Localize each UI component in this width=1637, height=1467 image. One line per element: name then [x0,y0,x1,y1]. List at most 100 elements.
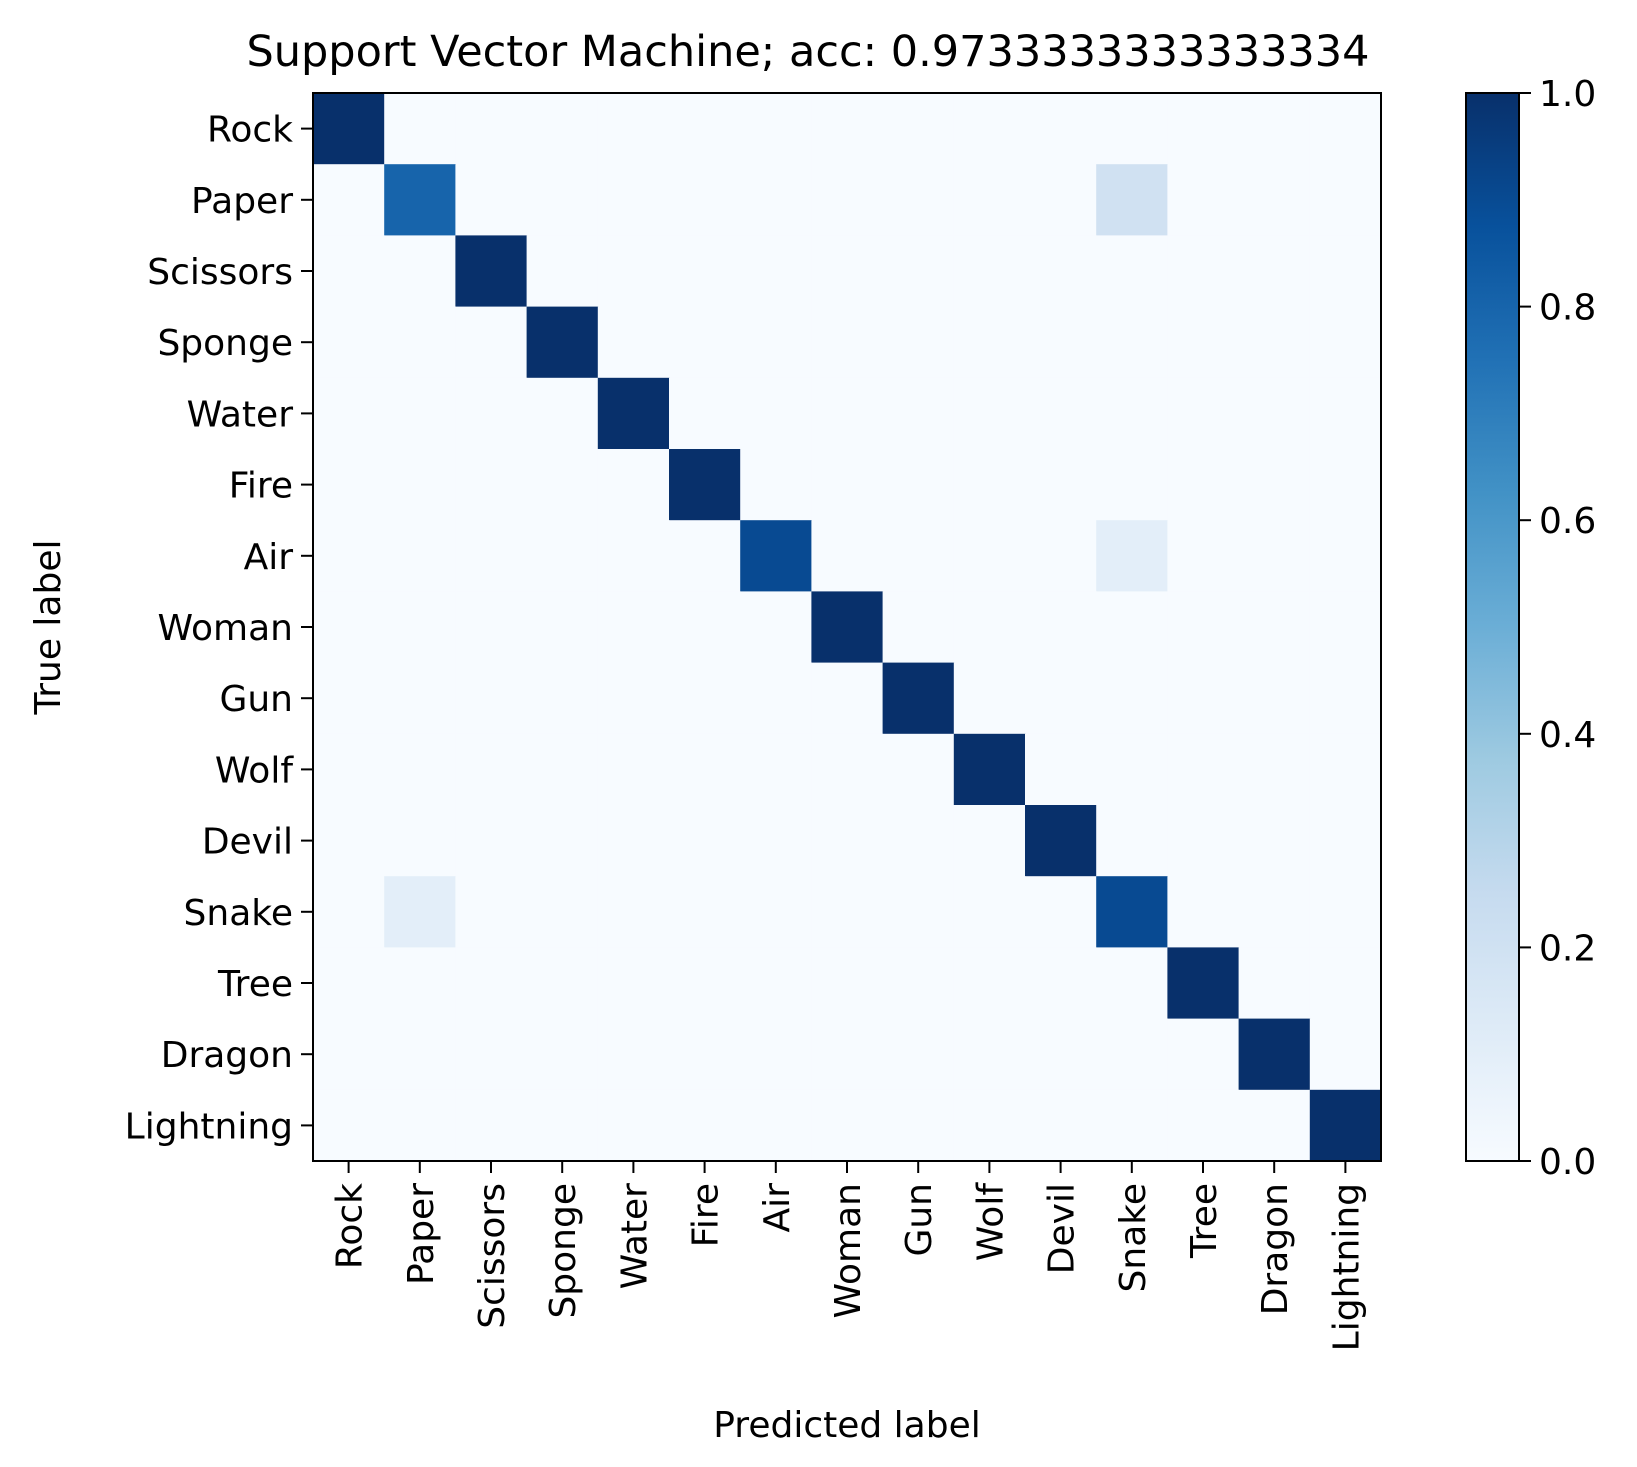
heatmap-cell [1309,520,1382,592]
heatmap-cell [455,93,528,165]
heatmap-cell [1238,164,1311,236]
heatmap-cell [1096,805,1168,877]
heatmap-cell [1025,164,1097,236]
heatmap-cell [455,662,528,735]
y-tick-label: Sponge [157,323,293,364]
heatmap-cell [740,1089,812,1162]
heatmap-cell [455,377,528,450]
heatmap-cell [811,591,884,664]
heatmap-cell [1167,164,1240,236]
heatmap-cell [1309,449,1382,521]
heatmap-cell [1025,1089,1097,1162]
x-tick-label: Paper [401,1183,442,1285]
heatmap-cell [1025,805,1097,877]
heatmap-cell [882,733,955,806]
colorbar-tick-label: 0.0 [1539,1142,1596,1183]
heatmap-cell [811,805,884,877]
heatmap-cell [669,947,741,1020]
heatmap-cell [455,1018,528,1091]
heatmap-cell [384,93,456,165]
heatmap-cell [1309,306,1382,379]
heatmap-cell [811,662,884,735]
heatmap-cell [455,306,528,379]
heatmap-cell [882,1018,955,1091]
heatmap-cell [1096,733,1168,806]
heatmap-cell [313,520,385,592]
heatmap-cell [1096,1018,1168,1091]
heatmap-cell [1167,733,1240,806]
heatmap-cell [384,733,456,806]
y-tick-label: Dragon [161,1035,293,1076]
heatmap-cell [953,591,1026,664]
heatmap-cell [953,449,1026,521]
colorbar-tick-label: 1.0 [1539,74,1596,115]
heatmap-cell [313,662,385,735]
heatmap-cell [1096,520,1168,592]
heatmap-cell [1025,93,1097,165]
heatmap-cell [953,1018,1026,1091]
heatmap-cell [953,235,1026,308]
heatmap-cell [384,805,456,877]
heatmap-cell [455,805,528,877]
heatmap-cell [740,520,812,592]
heatmap-cell [526,164,599,236]
heatmap-cell [669,805,741,877]
heatmap-cell [953,164,1026,236]
heatmap-cell [313,733,385,806]
x-tick-label: Gun [899,1183,940,1257]
heatmap-cell [1167,947,1240,1020]
heatmap-cell [953,662,1026,735]
heatmap-cell [1238,662,1311,735]
heatmap-cell [384,520,456,592]
y-tick-label: Tree [217,964,293,1005]
colorbar-tick-label: 0.2 [1539,928,1596,969]
heatmap-cell [669,733,741,806]
x-tick-label: Rock [330,1183,371,1269]
heatmap-cell [313,591,385,664]
heatmap-cell [1167,235,1240,308]
x-tick-label: Tree [1184,1183,1225,1259]
heatmap-cell [1025,733,1097,806]
heatmap-cell [455,1089,528,1162]
heatmap-cell [1096,449,1168,521]
colorbar-tick-label: 0.6 [1539,501,1596,542]
heatmap-cell [597,164,670,236]
heatmap-cell [455,449,528,521]
heatmap-cell [313,876,385,948]
heatmap-cell [1167,449,1240,521]
heatmap-cell [526,449,599,521]
heatmap-cell [1025,947,1097,1020]
heatmap-cell [740,662,812,735]
heatmap-cell [1238,520,1311,592]
heatmap-cell [953,93,1026,165]
heatmap-cell [882,947,955,1020]
heatmap-cell [811,164,884,236]
x-tick-label: Fire [686,1183,727,1247]
heatmap-cell [882,377,955,450]
heatmap-cell [740,449,812,521]
heatmap-cell [740,306,812,379]
heatmap-cell [1309,235,1382,308]
heatmap-cell [953,1089,1026,1162]
heatmap-cell [526,1018,599,1091]
x-axis-ticks: Rock Paper Scissors Sponge Water Fire Air Woman… [330,1161,1367,1351]
y-tick-label: Gun [219,679,293,720]
heatmap-cell [597,805,670,877]
heatmap-cell [1096,235,1168,308]
heatmap-cell [953,876,1026,948]
heatmap-cell [526,733,599,806]
heatmap-cell [740,947,812,1020]
heatmap-cell [953,520,1026,592]
heatmap-cell [1025,235,1097,308]
heatmap-cell [597,1089,670,1162]
heatmap-cell [740,1018,812,1091]
heatmap-cell [1238,235,1311,308]
heatmap-cell [1167,1018,1240,1091]
heatmap-cell [313,805,385,877]
heatmap-cell [740,876,812,948]
heatmap-cell [882,1089,955,1162]
heatmap-cell [384,164,456,236]
heatmap-cell [1096,1089,1168,1162]
heatmap-cell [1309,1089,1382,1162]
